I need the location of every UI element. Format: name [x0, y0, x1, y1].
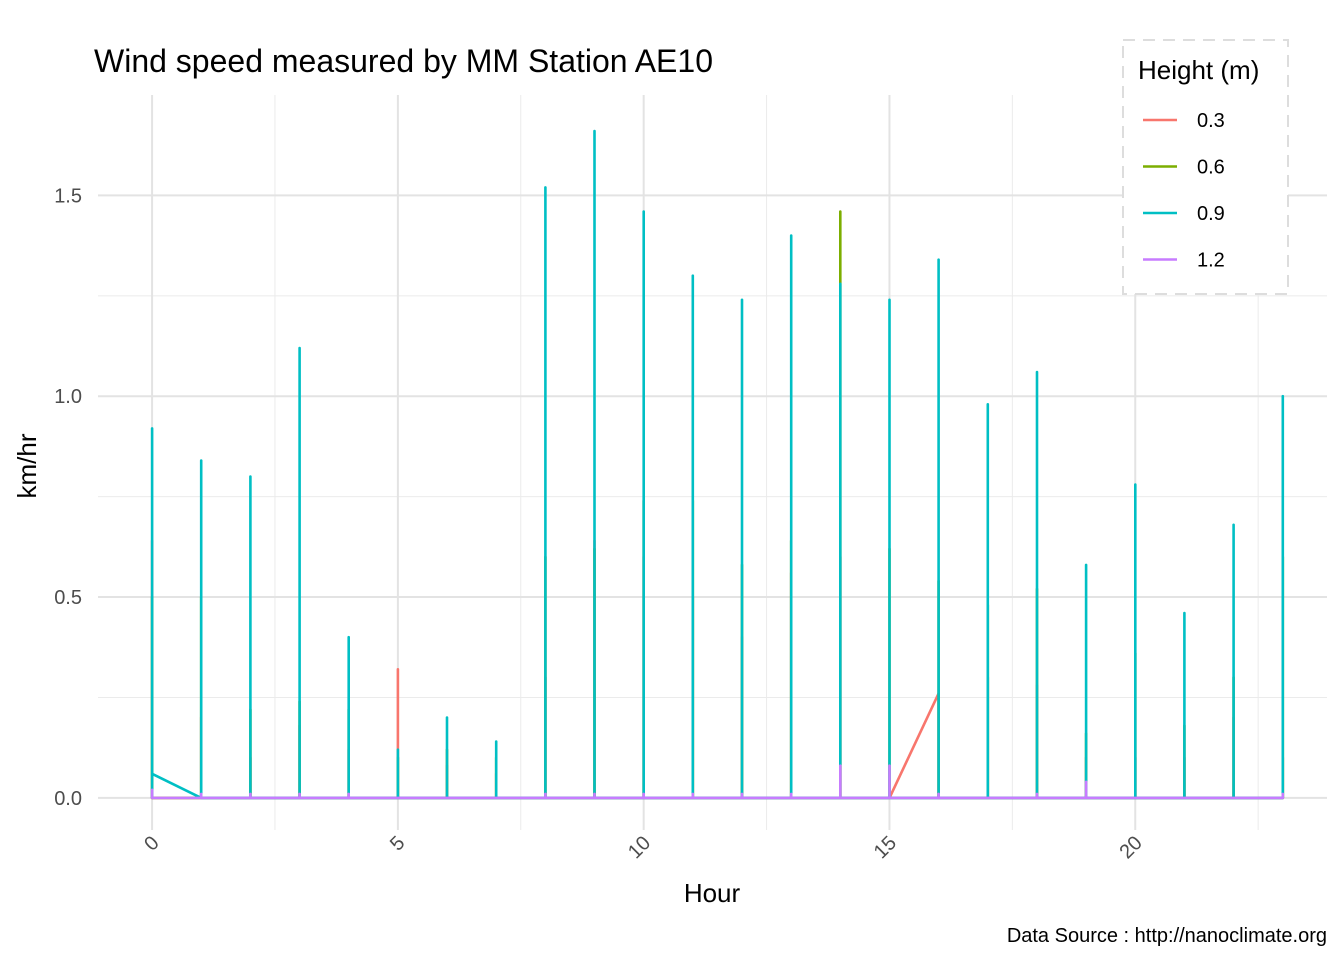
series-lines [150, 129, 1285, 800]
grid-minor [98, 95, 1327, 830]
legend-label-1-2: 1.2 [1197, 250, 1225, 272]
legend-title: Height (m) [1138, 55, 1259, 85]
legend-label-0-9: 0.9 [1197, 203, 1225, 225]
y-tick-label: 1.0 [54, 386, 82, 408]
x-axis-title: Hour [684, 878, 741, 908]
data-source-caption: Data Source : http://nanoclimate.org [1007, 925, 1327, 947]
y-tick-label: 0.0 [54, 788, 82, 810]
legend-items: 0.3 0.6 0.9 1.2 [1143, 110, 1225, 272]
y-tick-label: 0.5 [54, 587, 82, 609]
legend-label-0-6: 0.6 [1197, 157, 1225, 179]
chart-title: Wind speed measured by MM Station AE10 [94, 43, 713, 79]
series-line-1-2 [150, 764, 1285, 800]
y-axis-title: km/hr [12, 433, 42, 498]
y-axis-ticks: 0.0 0.5 1.0 1.5 [54, 185, 82, 809]
y-tick-label: 1.5 [54, 185, 82, 207]
legend: Height (m) 0.3 0.6 0.9 1.2 [1122, 39, 1289, 295]
legend-label-0-3: 0.3 [1197, 110, 1225, 132]
